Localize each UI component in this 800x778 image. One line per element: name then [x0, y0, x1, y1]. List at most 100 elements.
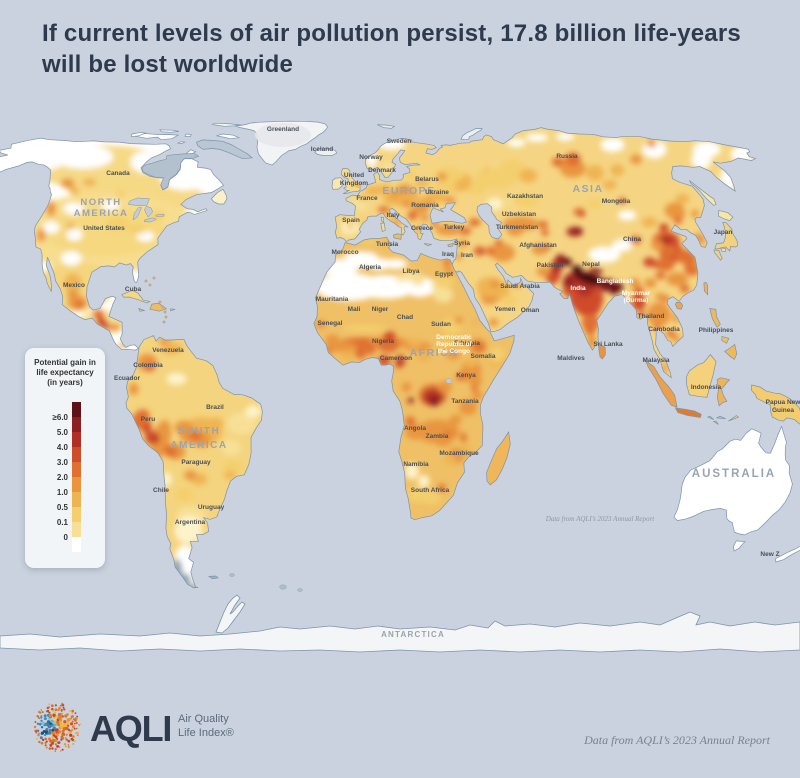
svg-text:Cambodia: Cambodia — [648, 326, 680, 333]
svg-text:Ukraine: Ukraine — [425, 189, 449, 196]
svg-text:Greenland: Greenland — [267, 126, 299, 133]
svg-text:Uzbekistan: Uzbekistan — [502, 211, 536, 218]
svg-text:United States: United States — [83, 225, 125, 232]
svg-text:Cameroon: Cameroon — [380, 355, 412, 362]
svg-text:Democratic: Democratic — [436, 334, 472, 341]
svg-text:Sri Lanka: Sri Lanka — [593, 341, 623, 348]
svg-text:Data from AQLI’s 2023 Annual R: Data from AQLI’s 2023 Annual Report — [545, 515, 655, 523]
svg-text:Yemen: Yemen — [495, 306, 516, 313]
svg-text:Senegal: Senegal — [318, 320, 343, 327]
svg-text:SOUTH: SOUTH — [178, 426, 221, 437]
svg-text:Italy: Italy — [386, 212, 399, 219]
svg-text:AUSTRALIA: AUSTRALIA — [692, 468, 776, 480]
svg-text:0.1: 0.1 — [57, 518, 69, 527]
svg-text:Republic of: Republic of — [436, 341, 472, 348]
svg-text:AQLI: AQLI — [90, 708, 171, 749]
svg-text:Mali: Mali — [348, 306, 361, 313]
svg-text:Iceland: Iceland — [311, 146, 333, 153]
svg-text:Peru: Peru — [141, 416, 155, 423]
svg-text:4.0: 4.0 — [57, 443, 69, 452]
svg-text:Pakistan: Pakistan — [537, 262, 564, 269]
svg-text:Papua New: Papua New — [766, 399, 800, 406]
svg-text:Kenya: Kenya — [456, 372, 476, 379]
svg-text:Mongolia: Mongolia — [602, 198, 631, 205]
svg-text:Russia: Russia — [556, 153, 578, 160]
svg-text:Mexico: Mexico — [63, 282, 85, 289]
svg-text:Colombia: Colombia — [133, 362, 163, 369]
svg-text:Morocco: Morocco — [331, 249, 358, 256]
svg-text:0.5: 0.5 — [57, 503, 69, 512]
svg-text:Argentina: Argentina — [175, 519, 206, 526]
svg-text:Bangladesh: Bangladesh — [597, 278, 634, 285]
svg-text:Kingdom: Kingdom — [340, 180, 368, 187]
svg-text:Venezuela: Venezuela — [152, 347, 184, 354]
svg-text:Guinea: Guinea — [772, 407, 794, 414]
svg-text:Air Quality: Air Quality — [178, 713, 229, 725]
svg-text:Syria: Syria — [454, 240, 470, 247]
svg-text:Spain: Spain — [342, 217, 360, 224]
svg-text:Angola: Angola — [404, 425, 426, 432]
svg-text:Saudi Arabia: Saudi Arabia — [500, 283, 540, 290]
svg-text:Zambia: Zambia — [426, 433, 449, 440]
svg-text:AMERICA: AMERICA — [170, 440, 227, 451]
svg-text:Chad: Chad — [397, 314, 413, 321]
svg-text:AMERICA: AMERICA — [74, 208, 129, 219]
svg-text:the Congo: the Congo — [438, 348, 470, 355]
svg-text:Thailand: Thailand — [638, 313, 665, 320]
svg-text:5.0: 5.0 — [57, 428, 69, 437]
svg-text:Turkey: Turkey — [444, 224, 465, 231]
svg-text:ASIA: ASIA — [572, 183, 603, 195]
svg-text:Denmark: Denmark — [368, 167, 396, 174]
svg-text:EUROPE: EUROPE — [382, 185, 435, 197]
svg-text:Canada: Canada — [106, 170, 130, 177]
svg-text:Philippines: Philippines — [699, 327, 734, 334]
svg-text:South Africa: South Africa — [411, 487, 450, 494]
svg-text:2.0: 2.0 — [57, 473, 69, 482]
svg-text:≥6.0: ≥6.0 — [52, 413, 68, 422]
svg-text:Sweden: Sweden — [387, 138, 412, 145]
svg-text:Somalia: Somalia — [471, 353, 496, 360]
svg-text:Turkmenistan: Turkmenistan — [496, 224, 538, 231]
svg-text:Uruguay: Uruguay — [198, 504, 225, 511]
svg-text:Mauritania: Mauritania — [316, 296, 349, 303]
svg-text:Namibia: Namibia — [403, 461, 429, 468]
svg-text:Mozambique: Mozambique — [439, 450, 479, 457]
svg-text:Kazakhstan: Kazakhstan — [507, 193, 543, 200]
svg-text:Greece: Greece — [411, 225, 433, 232]
svg-text:Ecuador: Ecuador — [114, 375, 140, 382]
svg-text:Sudan: Sudan — [431, 321, 451, 328]
svg-text:Tunisia: Tunisia — [376, 241, 399, 248]
svg-text:New Z: New Z — [760, 551, 779, 558]
svg-text:Afghanistan: Afghanistan — [519, 242, 557, 249]
svg-text:Myanmar: Myanmar — [622, 290, 651, 297]
svg-text:Chile: Chile — [153, 487, 169, 494]
svg-text:1.0: 1.0 — [57, 488, 69, 497]
svg-text:Indonesia: Indonesia — [691, 384, 722, 391]
svg-text:Egypt: Egypt — [435, 271, 454, 278]
svg-text:ANTARCTICA: ANTARCTICA — [381, 630, 445, 639]
svg-text:United: United — [344, 172, 364, 179]
svg-text:Nepal: Nepal — [582, 261, 600, 268]
svg-text:Oman: Oman — [521, 307, 539, 314]
svg-text:Norway: Norway — [359, 154, 383, 161]
svg-text:Brazil: Brazil — [206, 404, 224, 411]
svg-text:Malaysia: Malaysia — [642, 357, 669, 364]
svg-text:NORTH: NORTH — [80, 197, 121, 208]
svg-text:Japan: Japan — [714, 229, 733, 236]
svg-text:Cuba: Cuba — [125, 286, 142, 293]
svg-text:India: India — [570, 285, 586, 292]
svg-text:Nigeria: Nigeria — [372, 338, 394, 345]
svg-text:Paraguay: Paraguay — [181, 459, 211, 466]
svg-text:Iraq: Iraq — [442, 251, 454, 258]
svg-text:AFRICA: AFRICA — [410, 347, 459, 359]
svg-text:Niger: Niger — [372, 306, 389, 313]
svg-text:0: 0 — [64, 533, 69, 542]
svg-text:Maldives: Maldives — [557, 355, 585, 362]
svg-text:Iran: Iran — [461, 252, 473, 259]
svg-text:France: France — [356, 195, 378, 202]
svg-text:China: China — [623, 236, 641, 243]
svg-text:Tanzania: Tanzania — [451, 398, 479, 405]
svg-text:Belarus: Belarus — [415, 176, 439, 183]
svg-text:Life Index®: Life Index® — [178, 727, 234, 739]
svg-text:Algeria: Algeria — [359, 264, 381, 271]
